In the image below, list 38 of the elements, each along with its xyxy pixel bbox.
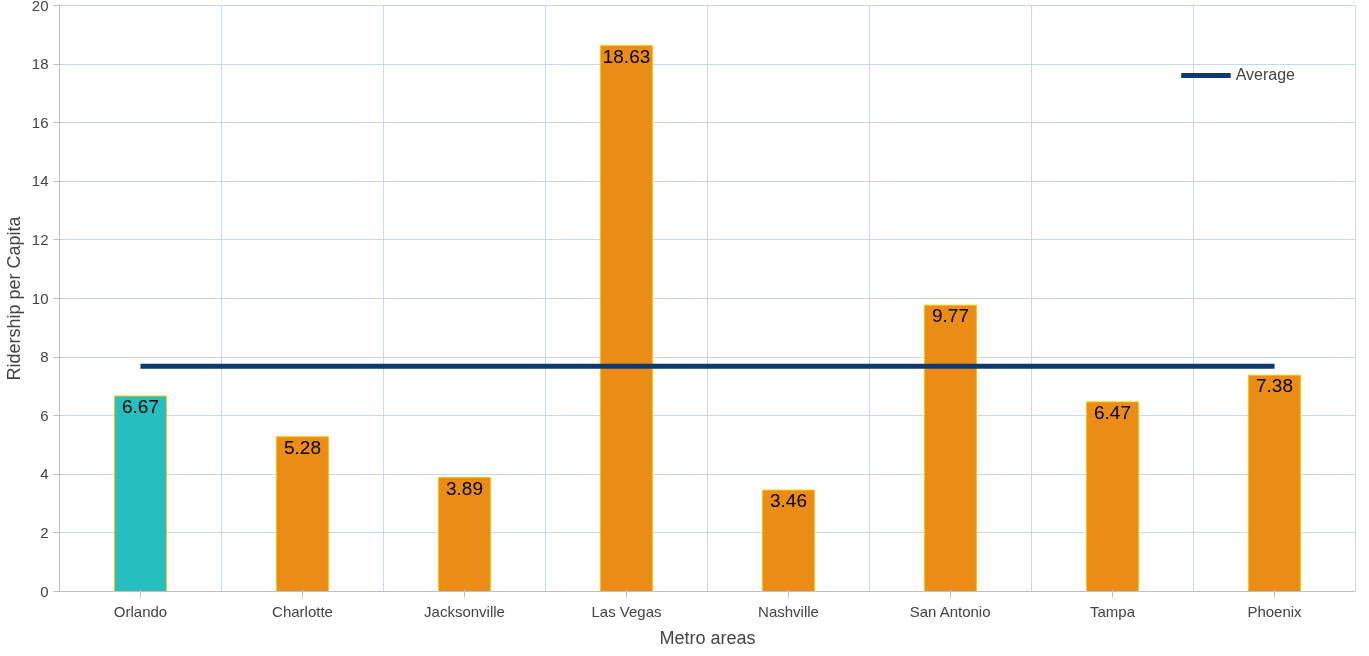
x-axis-title: Metro areas — [659, 627, 756, 648]
y-axis-title: Ridership per Capita — [3, 215, 24, 381]
y-tick-label: 14 — [31, 172, 49, 190]
y-tick-label: 20 — [31, 0, 49, 14]
bar — [1086, 401, 1139, 592]
bar — [762, 489, 815, 592]
y-tick-label: 4 — [40, 465, 49, 483]
bar — [924, 304, 977, 592]
data-label: 18.63 — [602, 45, 651, 67]
data-label: 7.38 — [1256, 375, 1293, 397]
x-tick-label: Las Vegas — [591, 602, 662, 620]
y-tick-label: 6 — [40, 406, 49, 424]
x-tick-label: San Antonio — [909, 602, 991, 620]
y-tick-label: 18 — [31, 55, 49, 73]
y-tick-label: 8 — [40, 348, 49, 366]
y-tick-label: 12 — [31, 230, 49, 248]
legend-label: Average — [1235, 66, 1295, 84]
data-label: 5.28 — [284, 436, 321, 458]
x-tick-label: Jacksonville — [424, 602, 505, 620]
x-tick-label: Nashville — [758, 602, 819, 620]
data-label: 3.89 — [446, 477, 483, 499]
data-label: 6.67 — [122, 396, 159, 418]
bar — [1248, 374, 1301, 592]
data-label: 3.46 — [770, 490, 807, 512]
data-label: 9.77 — [932, 305, 969, 327]
bar — [276, 436, 329, 592]
x-tick-label: Charlotte — [272, 602, 333, 620]
x-tick-label: Phoenix — [1247, 602, 1303, 620]
bar — [600, 45, 653, 592]
data-label: 6.47 — [1094, 401, 1131, 423]
x-tick-label: Orlando — [113, 602, 168, 620]
x-tick-label: Tampa — [1089, 602, 1136, 620]
y-tick-label: 0 — [40, 582, 49, 600]
bar — [114, 395, 167, 592]
y-tick-label: 16 — [31, 113, 49, 131]
y-tick-label: 2 — [40, 523, 49, 541]
bar — [438, 477, 491, 592]
y-tick-label: 10 — [31, 289, 49, 307]
